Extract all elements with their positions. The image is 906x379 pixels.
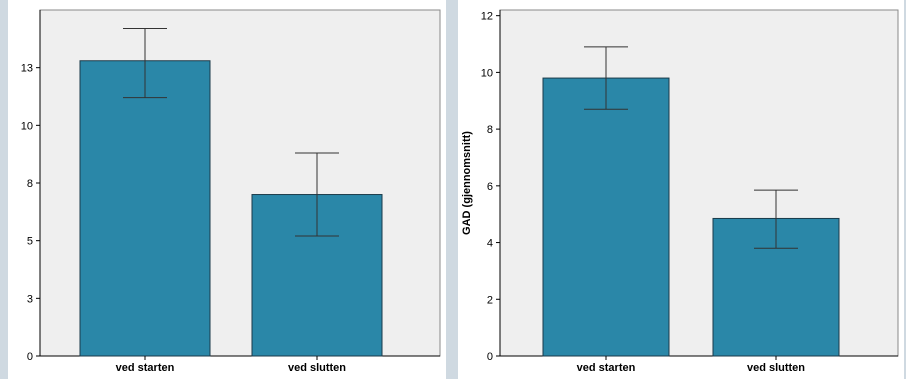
y-tick-label: 3 <box>27 293 33 305</box>
y-tick-label: 6 <box>487 181 493 193</box>
x-category-label: ved starten <box>577 362 636 374</box>
y-axis-title: GAD (gjennomsnitt) <box>461 131 473 235</box>
bar-chart-right: 0 2 4 6 8 10 12 ved starten ved slutten GAD (gjen… <box>461 9 899 374</box>
y-tick-label: 8 <box>27 178 33 190</box>
y-tick-label: 10 <box>21 120 33 132</box>
y-tick-label: 12 <box>481 11 493 23</box>
chart-panel-left: 0 3 5 8 10 13 ved starten ved slutten <box>8 0 446 379</box>
bar-chart-left: 0 3 5 8 10 13 ved starten ved slutten <box>21 9 441 374</box>
y-tick-label: 10 <box>481 67 493 79</box>
y-tick-label: 2 <box>487 294 493 306</box>
y-tick-label: 13 <box>21 63 33 75</box>
x-category-label: ved starten <box>116 362 175 374</box>
x-category-label: ved slutten <box>747 362 805 374</box>
y-tick-label: 0 <box>487 351 493 363</box>
x-category-label: ved slutten <box>288 362 346 374</box>
bar <box>79 60 211 357</box>
y-tick-label: 4 <box>487 238 493 250</box>
bar <box>542 77 670 357</box>
y-tick-label: 8 <box>487 124 493 136</box>
chart-panel-right: 0 2 4 6 8 10 12 ved starten ved slutten GAD (gjen… <box>458 0 904 379</box>
y-tick-label: 0 <box>27 351 33 363</box>
y-tick-label: 5 <box>27 236 33 248</box>
